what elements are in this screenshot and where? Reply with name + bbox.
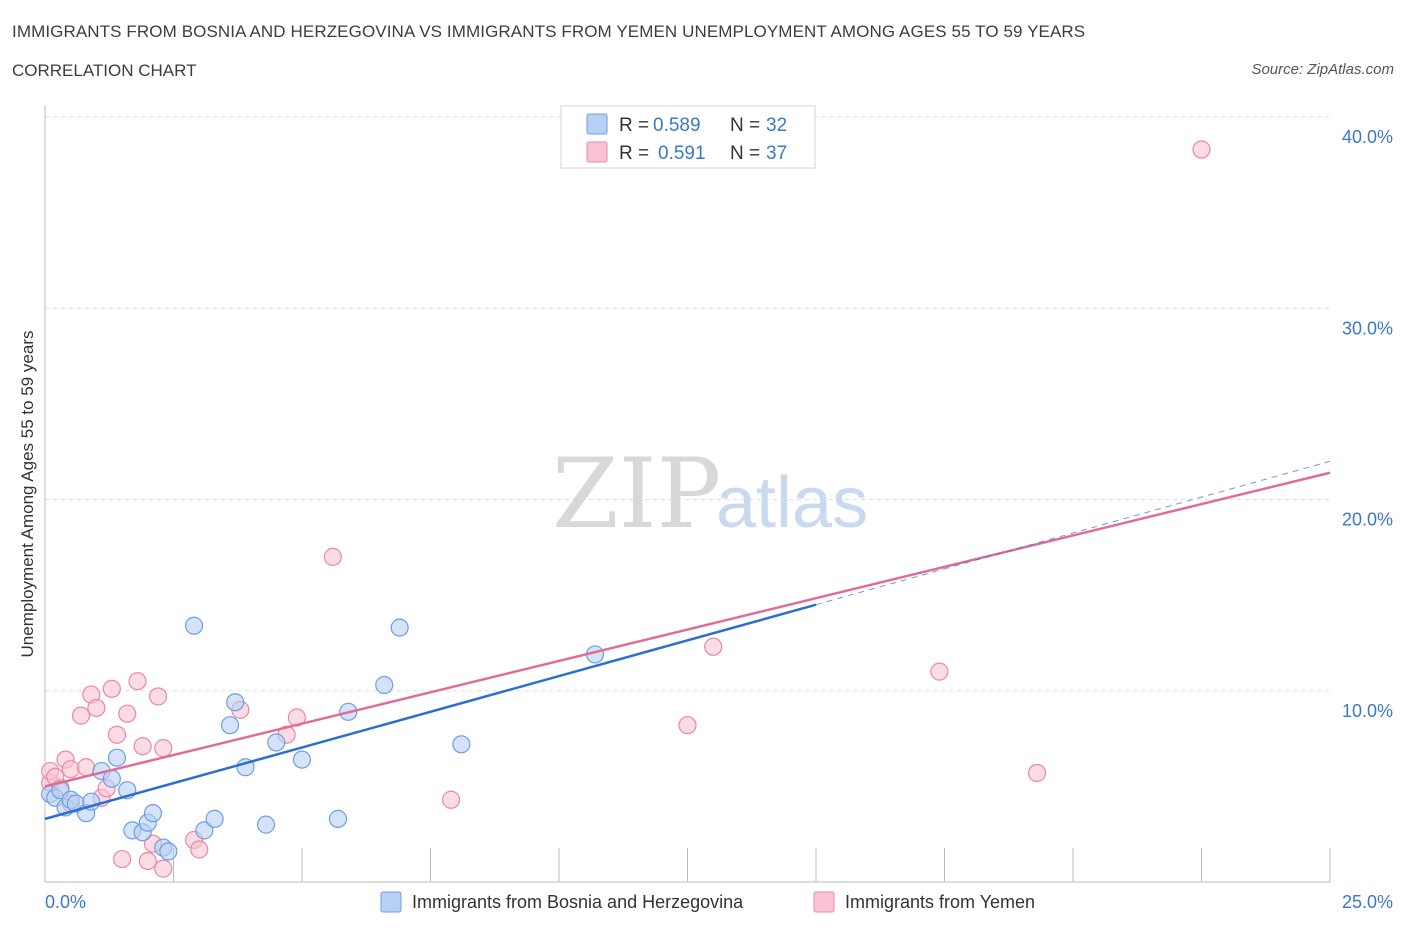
point-yemen [323,547,342,566]
y-tick-label: 30.0% [1342,318,1393,338]
legend-swatch-bosnia [586,113,608,135]
trend-line-bosnia-extension [815,460,1331,606]
point-bosnia [159,842,178,861]
x-tick-label-max: 25.0% [1342,892,1393,912]
point-yemen [441,790,461,809]
series-legend: Immigrants from Bosnia and Herzegovina I… [380,891,1035,913]
legend-r-value-1: 0.589 [653,115,701,136]
point-bosnia [184,616,204,635]
point-bosnia [220,716,240,735]
point-yemen [154,859,173,878]
point-yemen [138,851,157,871]
point-yemen [61,760,80,779]
series-legend-label-yemen: Immigrants from Yemen [845,892,1035,912]
trend-line-yemen [44,471,1331,788]
trend-line-bosnia [44,603,817,821]
point-yemen [112,849,132,869]
legend-n-value-2: 37 [766,143,787,164]
x-axis-ticks [44,848,1331,882]
stats-legend: R = 0.589 N = 32 R = 0.591 N = 37 [560,105,816,169]
point-bosnia [107,748,127,767]
chart-subtitle: CORRELATION CHART [12,61,197,80]
legend-n-label-2: N = [730,143,760,164]
legend-swatch-yemen [586,141,608,163]
point-yemen [87,698,106,718]
y-tick-labels: 10.0% 20.0% 30.0% 40.0% [1342,127,1393,721]
source-label: Source: ZipAtlas.com [1251,61,1394,78]
point-yemen [678,716,697,735]
point-yemen [1027,763,1047,783]
point-yemen [102,679,121,698]
point-yemen [107,725,127,744]
point-yemen [190,840,209,859]
series-legend-swatch-bosnia [380,891,402,913]
point-yemen [154,739,173,758]
point-yemen [118,704,137,723]
y-axis-label: Unemployment Among Ages 55 to 59 years [18,331,37,658]
point-bosnia [226,693,245,712]
trend-lines [44,460,1331,821]
point-yemen [71,706,91,725]
series-legend-swatch-yemen [813,891,835,913]
y-tick-label: 40.0% [1342,127,1393,147]
point-yemen [930,662,949,681]
point-yemen [77,758,96,777]
point-yemen [148,687,168,706]
legend-r-value-2: 0.591 [658,143,706,164]
point-yemen [133,737,152,756]
legend-r-label-2: R = [619,143,649,164]
y-tick-label: 10.0% [1342,701,1393,721]
point-bosnia [375,675,394,695]
legend-r-label-1: R = [619,115,649,136]
point-yemen [128,672,147,691]
chart-title: IMMIGRANTS FROM BOSNIA AND HERZEGOVINA V… [12,22,1086,41]
point-bosnia [267,733,286,752]
point-yemen [704,637,723,656]
legend-n-value-1: 32 [766,115,787,136]
watermark-zip: ZIP [552,438,721,550]
point-bosnia [292,750,312,769]
grid-lines [45,116,1330,692]
point-bosnia [390,618,409,637]
point-bosnia [195,821,214,840]
point-bosnia [328,809,348,828]
watermark: ZIP atlas [552,438,868,550]
x-tick-label-min: 0.0% [45,892,86,912]
series-legend-label-bosnia: Immigrants from Bosnia and Herzegovina [412,892,744,912]
point-bosnia [256,815,276,834]
watermark-atlas: atlas [716,463,868,543]
y-tick-label: 20.0% [1342,510,1393,530]
point-bosnia [452,735,471,754]
point-bosnia [143,804,163,823]
point-bosnia [205,809,224,828]
legend-n-label-1: N = [730,115,760,136]
point-yemen [1192,140,1211,159]
